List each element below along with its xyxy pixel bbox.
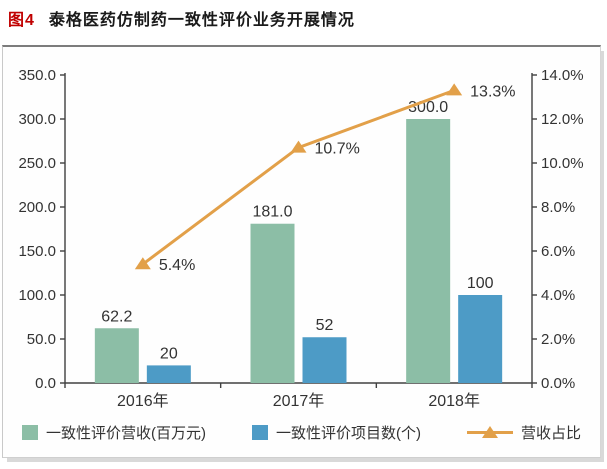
bar — [146, 365, 191, 383]
svg-text:300.0: 300.0 — [18, 111, 56, 128]
figure-title-row: 图4 泰格医药仿制药一致性评价业务开展情况 — [8, 6, 599, 30]
svg-text:350.0: 350.0 — [18, 67, 56, 84]
legend-line-triangle-marker — [466, 425, 513, 438]
svg-text:10.0%: 10.0% — [541, 155, 584, 172]
bar-value-label: 62.2 — [101, 308, 132, 325]
legend-label-revenue: 一致性评价营收(百万元) — [45, 425, 206, 442]
bar — [302, 337, 347, 383]
svg-text:100.0: 100.0 — [18, 287, 56, 304]
svg-text:8.0%: 8.0% — [541, 199, 575, 216]
bar-value-label: 100 — [467, 275, 494, 292]
axes: 350.0 300.0 250.0 200.0 150.0 100.0 50.0 0.0 14.… — [18, 67, 583, 410]
legend-swatch-revenue — [21, 425, 38, 440]
figure-label: 图4 — [8, 12, 35, 29]
svg-text:50.0: 50.0 — [27, 331, 56, 348]
line-value-label: 5.4% — [159, 257, 195, 274]
svg-text:250.0: 250.0 — [18, 155, 56, 172]
svg-text:14.0%: 14.0% — [541, 67, 584, 84]
svg-text:6.0%: 6.0% — [541, 243, 575, 260]
legend-label-projects: 一致性评价项目数(个) — [275, 425, 421, 442]
legend-item-ratio: 营收占比 — [466, 422, 581, 443]
line-triangle-marker — [446, 83, 463, 96]
line-value-label: 13.3% — [470, 83, 515, 100]
chart-frame: 350.0 300.0 250.0 200.0 150.0 100.0 50.0 0.0 14.… — [2, 45, 601, 458]
combo-chart: 350.0 300.0 250.0 200.0 150.0 100.0 50.0 0.0 14.… — [18, 67, 583, 410]
chart-legend: 一致性评价营收(百万元) 一致性评价项目数(个) 营收占比 — [3, 422, 600, 443]
bar-value-label: 52 — [316, 317, 334, 334]
legend-label-ratio: 营收占比 — [520, 425, 581, 442]
x-axis-label: 2018年 — [428, 392, 480, 410]
line-triangle-marker — [134, 257, 151, 270]
bar — [458, 295, 503, 383]
legend-item-projects: 一致性评价项目数(个) — [251, 422, 421, 443]
svg-text:150.0: 150.0 — [18, 243, 56, 260]
svg-text:200.0: 200.0 — [18, 199, 56, 216]
line-series: 5.4% 10.7% 13.3% — [134, 83, 516, 274]
bar-series-0: 62.2 181.0 300.0 — [94, 99, 451, 383]
svg-text:4.0%: 4.0% — [541, 287, 575, 304]
legend-swatch-projects — [251, 425, 268, 440]
bar-value-label: 181.0 — [252, 204, 292, 221]
x-axis-label: 2017年 — [273, 392, 325, 410]
x-axis-label: 2016年 — [117, 392, 169, 410]
svg-text:2.0%: 2.0% — [541, 331, 575, 348]
bar — [406, 119, 451, 383]
bar-value-label: 300.0 — [408, 99, 448, 116]
svg-text:12.0%: 12.0% — [541, 111, 584, 128]
bar-value-label: 20 — [160, 345, 178, 362]
legend-item-revenue: 一致性评价营收(百万元) — [21, 422, 206, 443]
bar — [250, 223, 295, 383]
line-triangle-marker — [290, 140, 307, 153]
bar — [94, 328, 139, 383]
svg-text:0.0: 0.0 — [35, 375, 56, 392]
line-value-label: 10.7% — [315, 141, 360, 158]
figure-title: 泰格医药仿制药一致性评价业务开展情况 — [48, 12, 355, 29]
svg-text:0.0%: 0.0% — [541, 375, 575, 392]
bar-series-1: 20 52 100 — [146, 275, 503, 383]
